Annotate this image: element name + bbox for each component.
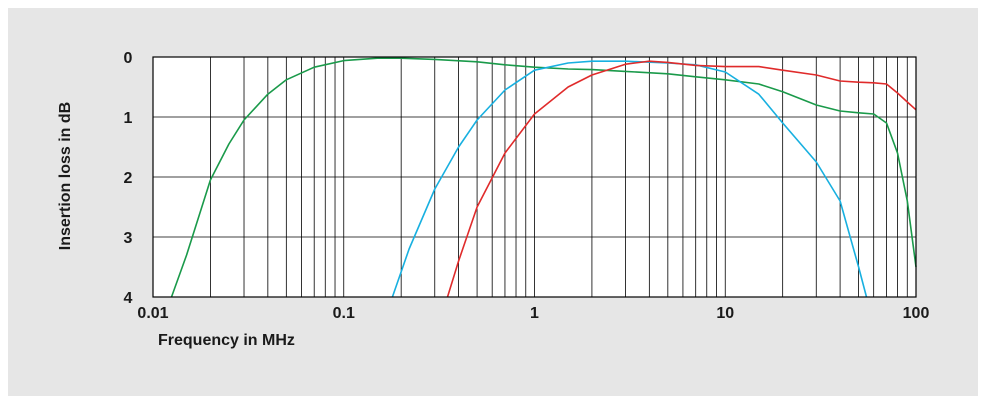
y-tick-label: 0 — [124, 50, 133, 67]
y-tick-label: 3 — [124, 230, 133, 247]
y-tick-label: 4 — [124, 290, 133, 307]
y-tick-label: 2 — [124, 170, 133, 187]
y-axis-title: Insertion loss in dB — [57, 102, 74, 250]
x-tick-label: 0.1 — [333, 305, 355, 322]
series-line-2 — [391, 60, 868, 298]
series-line-3 — [446, 60, 917, 298]
grid — [153, 57, 916, 297]
x-axis-title: Frequency in MHz — [158, 332, 295, 349]
insertion-loss-chart: 0.01 0.1 1 10 100 0 1 2 3 4 Frequency in MHz Ins… — [57, 50, 929, 349]
x-tick-label: 1 — [530, 305, 539, 322]
plot-frame — [152, 56, 917, 298]
x-tick-labels: 0.01 0.1 1 10 100 — [137, 305, 929, 322]
x-tick-label: 10 — [716, 305, 734, 322]
x-tick-label: 100 — [903, 305, 930, 322]
series-group — [170, 57, 917, 298]
chart-panel: 0.01 0.1 1 10 100 0 1 2 3 4 Frequency in MHz Ins… — [8, 8, 978, 396]
series-line-1 — [170, 57, 917, 298]
x-tick-label: 0.01 — [137, 305, 168, 322]
y-tick-label: 1 — [124, 110, 133, 127]
y-tick-labels: 0 1 2 3 4 — [124, 50, 133, 307]
